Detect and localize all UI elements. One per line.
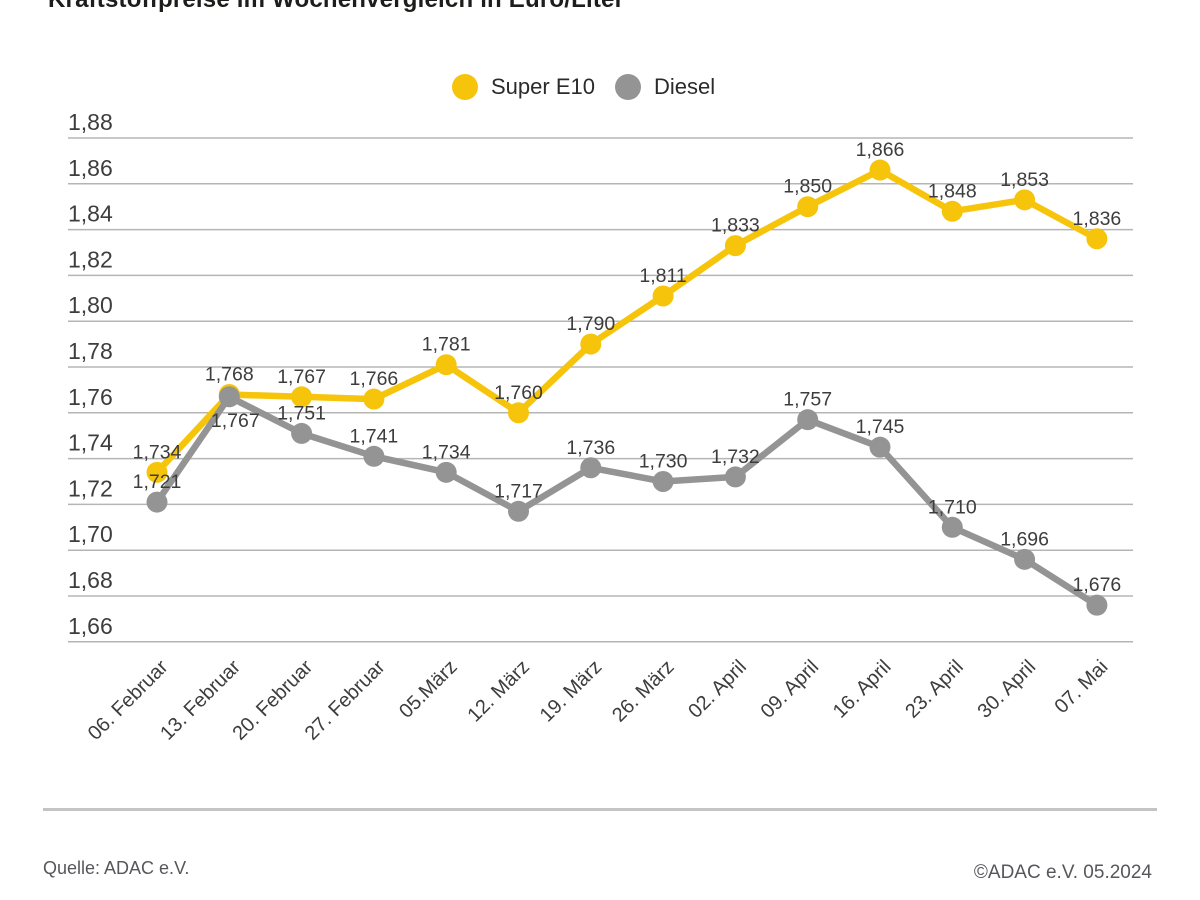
y-tick-label: 1,72 <box>68 475 113 501</box>
data-point-label: 1,736 <box>566 437 615 459</box>
y-tick-label: 1,82 <box>68 246 113 272</box>
data-point <box>218 386 240 408</box>
data-point <box>146 491 168 513</box>
x-tick-label: 09. April <box>757 656 824 723</box>
x-tick-label: 05.März <box>395 656 462 723</box>
data-point-label: 1,766 <box>349 368 398 390</box>
data-point <box>363 388 385 410</box>
data-point <box>363 445 385 467</box>
data-point-label: 1,710 <box>928 496 977 518</box>
data-point-label: 1,757 <box>783 389 832 411</box>
chart-legend: Super E10 Diesel <box>452 74 715 100</box>
super-e10-dot-icon <box>452 74 478 100</box>
series-line-diesel <box>153 393 1101 609</box>
y-tick-label: 1,86 <box>68 155 113 181</box>
data-point <box>652 285 674 307</box>
data-point-label: 1,676 <box>1072 574 1121 596</box>
data-point-label: 1,741 <box>349 425 398 447</box>
data-point-label: 1,696 <box>1000 528 1049 550</box>
footer-divider <box>43 808 1157 811</box>
data-point-label: 1,767 <box>277 366 326 388</box>
page-title: Kraftstoffpreise im Wochenvergleich in E… <box>48 0 624 14</box>
data-point <box>1086 228 1108 250</box>
data-point-label: 1,760 <box>494 382 543 404</box>
data-point <box>869 436 891 458</box>
series-line-super-e10 <box>153 166 1101 476</box>
data-point-label: 1,781 <box>422 334 471 356</box>
data-point <box>941 200 963 222</box>
y-tick-label: 1,88 <box>68 109 113 135</box>
legend-item-super-e10: Super E10 <box>452 74 595 100</box>
data-point <box>508 500 529 522</box>
data-point-label: 1,811 <box>639 265 686 287</box>
legend-label-super-e10: Super E10 <box>491 74 595 99</box>
data-point-label: 1,768 <box>205 363 254 385</box>
data-point-label: 1,790 <box>566 313 615 335</box>
x-tick-label: 19. März <box>536 656 607 727</box>
source-text: Quelle: ADAC e.V. <box>43 858 190 878</box>
data-point <box>580 333 602 355</box>
data-point-label: 1,767 <box>211 410 260 432</box>
data-point-label: 1,836 <box>1072 208 1121 230</box>
data-point <box>1014 548 1036 570</box>
y-tick-label: 1,68 <box>68 567 113 593</box>
data-point-labels: 1,734 1,768 1,767 1,766 1,781 1,760 1,790 1,811… <box>133 139 1122 596</box>
data-point <box>435 461 457 483</box>
data-point-label: 1,732 <box>711 446 760 468</box>
data-point <box>580 457 602 479</box>
x-tick-label: 26. März <box>608 656 679 727</box>
data-point <box>724 466 746 488</box>
gridlines <box>68 137 1133 643</box>
x-tick-label: 16. April <box>829 656 896 723</box>
data-point-label: 1,866 <box>856 139 905 161</box>
y-tick-label: 1,78 <box>68 338 113 364</box>
data-point <box>291 386 313 408</box>
data-point-label: 1,850 <box>783 176 832 198</box>
data-point <box>724 235 746 257</box>
x-tick-label: 30. April <box>973 656 1040 723</box>
y-tick-label: 1,80 <box>68 292 113 318</box>
data-point-label: 1,730 <box>639 451 688 473</box>
legend-label-diesel: Diesel <box>653 74 716 99</box>
x-tick-label: 02. April <box>684 656 751 723</box>
legend-item-diesel: Diesel <box>614 74 716 100</box>
data-point-label: 1,721 <box>133 471 182 493</box>
data-point <box>1086 594 1108 616</box>
diesel-dot-icon <box>614 74 641 100</box>
data-point <box>291 422 313 444</box>
y-tick-label: 1,76 <box>68 384 113 410</box>
data-point <box>1014 189 1036 211</box>
data-point <box>797 196 819 218</box>
data-point <box>869 159 891 181</box>
x-tick-label: 12. März <box>463 656 534 727</box>
line-chart: 1,88 1,86 1,84 1,82 1,80 1,78 1,76 1,74 1,72 1,70… <box>68 109 1133 745</box>
y-tick-label: 1,70 <box>68 521 113 547</box>
data-point <box>435 354 457 376</box>
data-point-label: 1,734 <box>422 441 471 463</box>
data-point <box>941 516 963 538</box>
data-point-label: 1,745 <box>856 416 905 438</box>
data-point <box>652 471 674 492</box>
y-tick-label: 1,66 <box>68 613 113 639</box>
data-point-label: 1,717 <box>494 480 543 502</box>
series-lines <box>146 159 1108 616</box>
data-point-label: 1,848 <box>928 180 977 202</box>
y-axis-tick-labels: 1,88 1,86 1,84 1,82 1,80 1,78 1,76 1,74 1,72 1,70… <box>68 109 113 639</box>
data-point <box>508 402 529 424</box>
data-point <box>146 461 168 483</box>
x-tick-label: 07. Mai <box>1050 656 1112 718</box>
data-point-label: 1,853 <box>1000 169 1049 191</box>
y-tick-label: 1,84 <box>68 201 113 227</box>
data-point-label: 1,751 <box>277 402 326 424</box>
x-tick-label: 23. April <box>901 656 968 723</box>
data-point-label: 1,833 <box>711 215 760 237</box>
copyright-text: ©ADAC e.V. 05.2024 <box>973 862 1152 883</box>
data-point-label: 1,734 <box>133 441 182 463</box>
data-point <box>797 409 819 431</box>
y-tick-label: 1,74 <box>68 430 113 456</box>
